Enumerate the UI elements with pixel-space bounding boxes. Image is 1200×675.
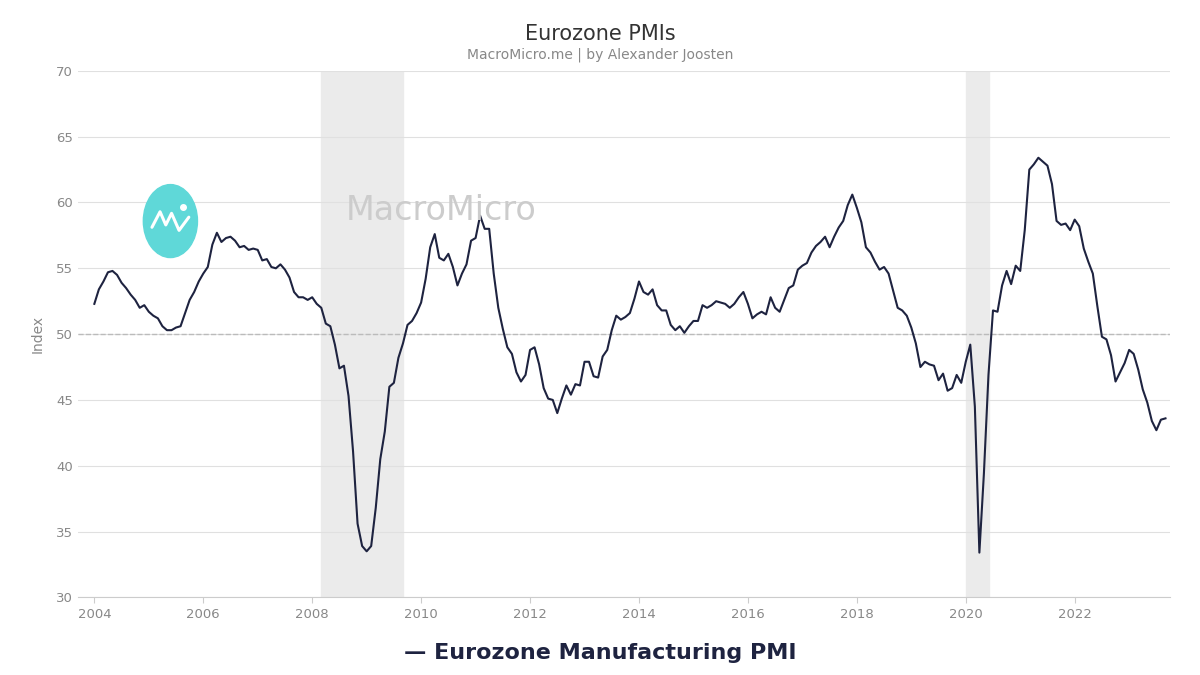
Circle shape [143, 184, 198, 258]
Text: Eurozone PMIs: Eurozone PMIs [524, 24, 676, 44]
Bar [322, 71, 403, 597]
Text: MacroMicro.me | by Alexander Joosten: MacroMicro.me | by Alexander Joosten [467, 47, 733, 61]
Text: — Eurozone Manufacturing PMI: — Eurozone Manufacturing PMI [403, 643, 797, 663]
Bar [966, 71, 989, 597]
Text: MacroMicro: MacroMicro [346, 194, 536, 227]
Y-axis label: Index: Index [31, 315, 46, 353]
